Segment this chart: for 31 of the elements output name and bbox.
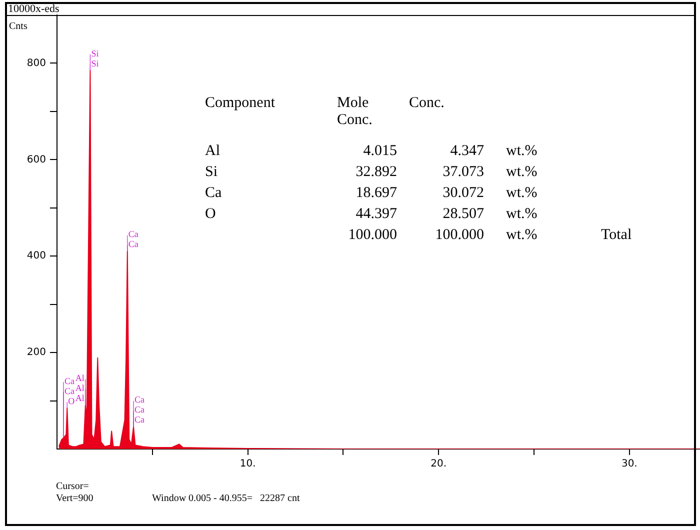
y-axis-title: Cnts [9,21,28,32]
y-tick-label: 200 [26,347,46,358]
text: Si 32.892 37.073 wt.% [205,164,538,180]
text: Cursor= [56,481,89,492]
annotation: Ca [134,404,145,415]
text: Ca 18.697 30.072 wt.% [205,185,538,201]
annotation: Al [75,382,85,393]
x-tick-label: 30. [621,458,638,470]
annotation: Si [91,48,100,58]
text: Vert=900 [56,493,94,504]
annotation: Ca [128,239,138,250]
chart-title: 10000x-eds [8,3,60,15]
text: O 44.397 28.507 wt.% [205,206,538,222]
y-tick-label: 600 [26,154,46,166]
annotation: Ca [64,376,74,386]
annotation: Ca [134,414,145,425]
annotation: Al [75,372,85,383]
x-tick-label: 10. [240,458,256,470]
x-tick-label: 20. [430,458,447,470]
annotation: Al [75,392,85,403]
annotation: Ca [128,229,138,240]
annotation: Ca [134,394,145,405]
annotation: O [68,396,76,406]
text: 100.000 100.000 wt.% Total [348,227,632,243]
y-tick-label: 800 [26,58,46,69]
text: Window 0.005 - 40.955= 22287 cnt [152,493,300,504]
annotation: Ca [64,386,74,396]
y-tick-label: 400 [26,250,46,262]
annotation: Si [91,58,100,68]
text: Al 4.015 4.347 wt.% [205,143,538,159]
text: Component Mole Conc. Conc. [205,95,444,128]
